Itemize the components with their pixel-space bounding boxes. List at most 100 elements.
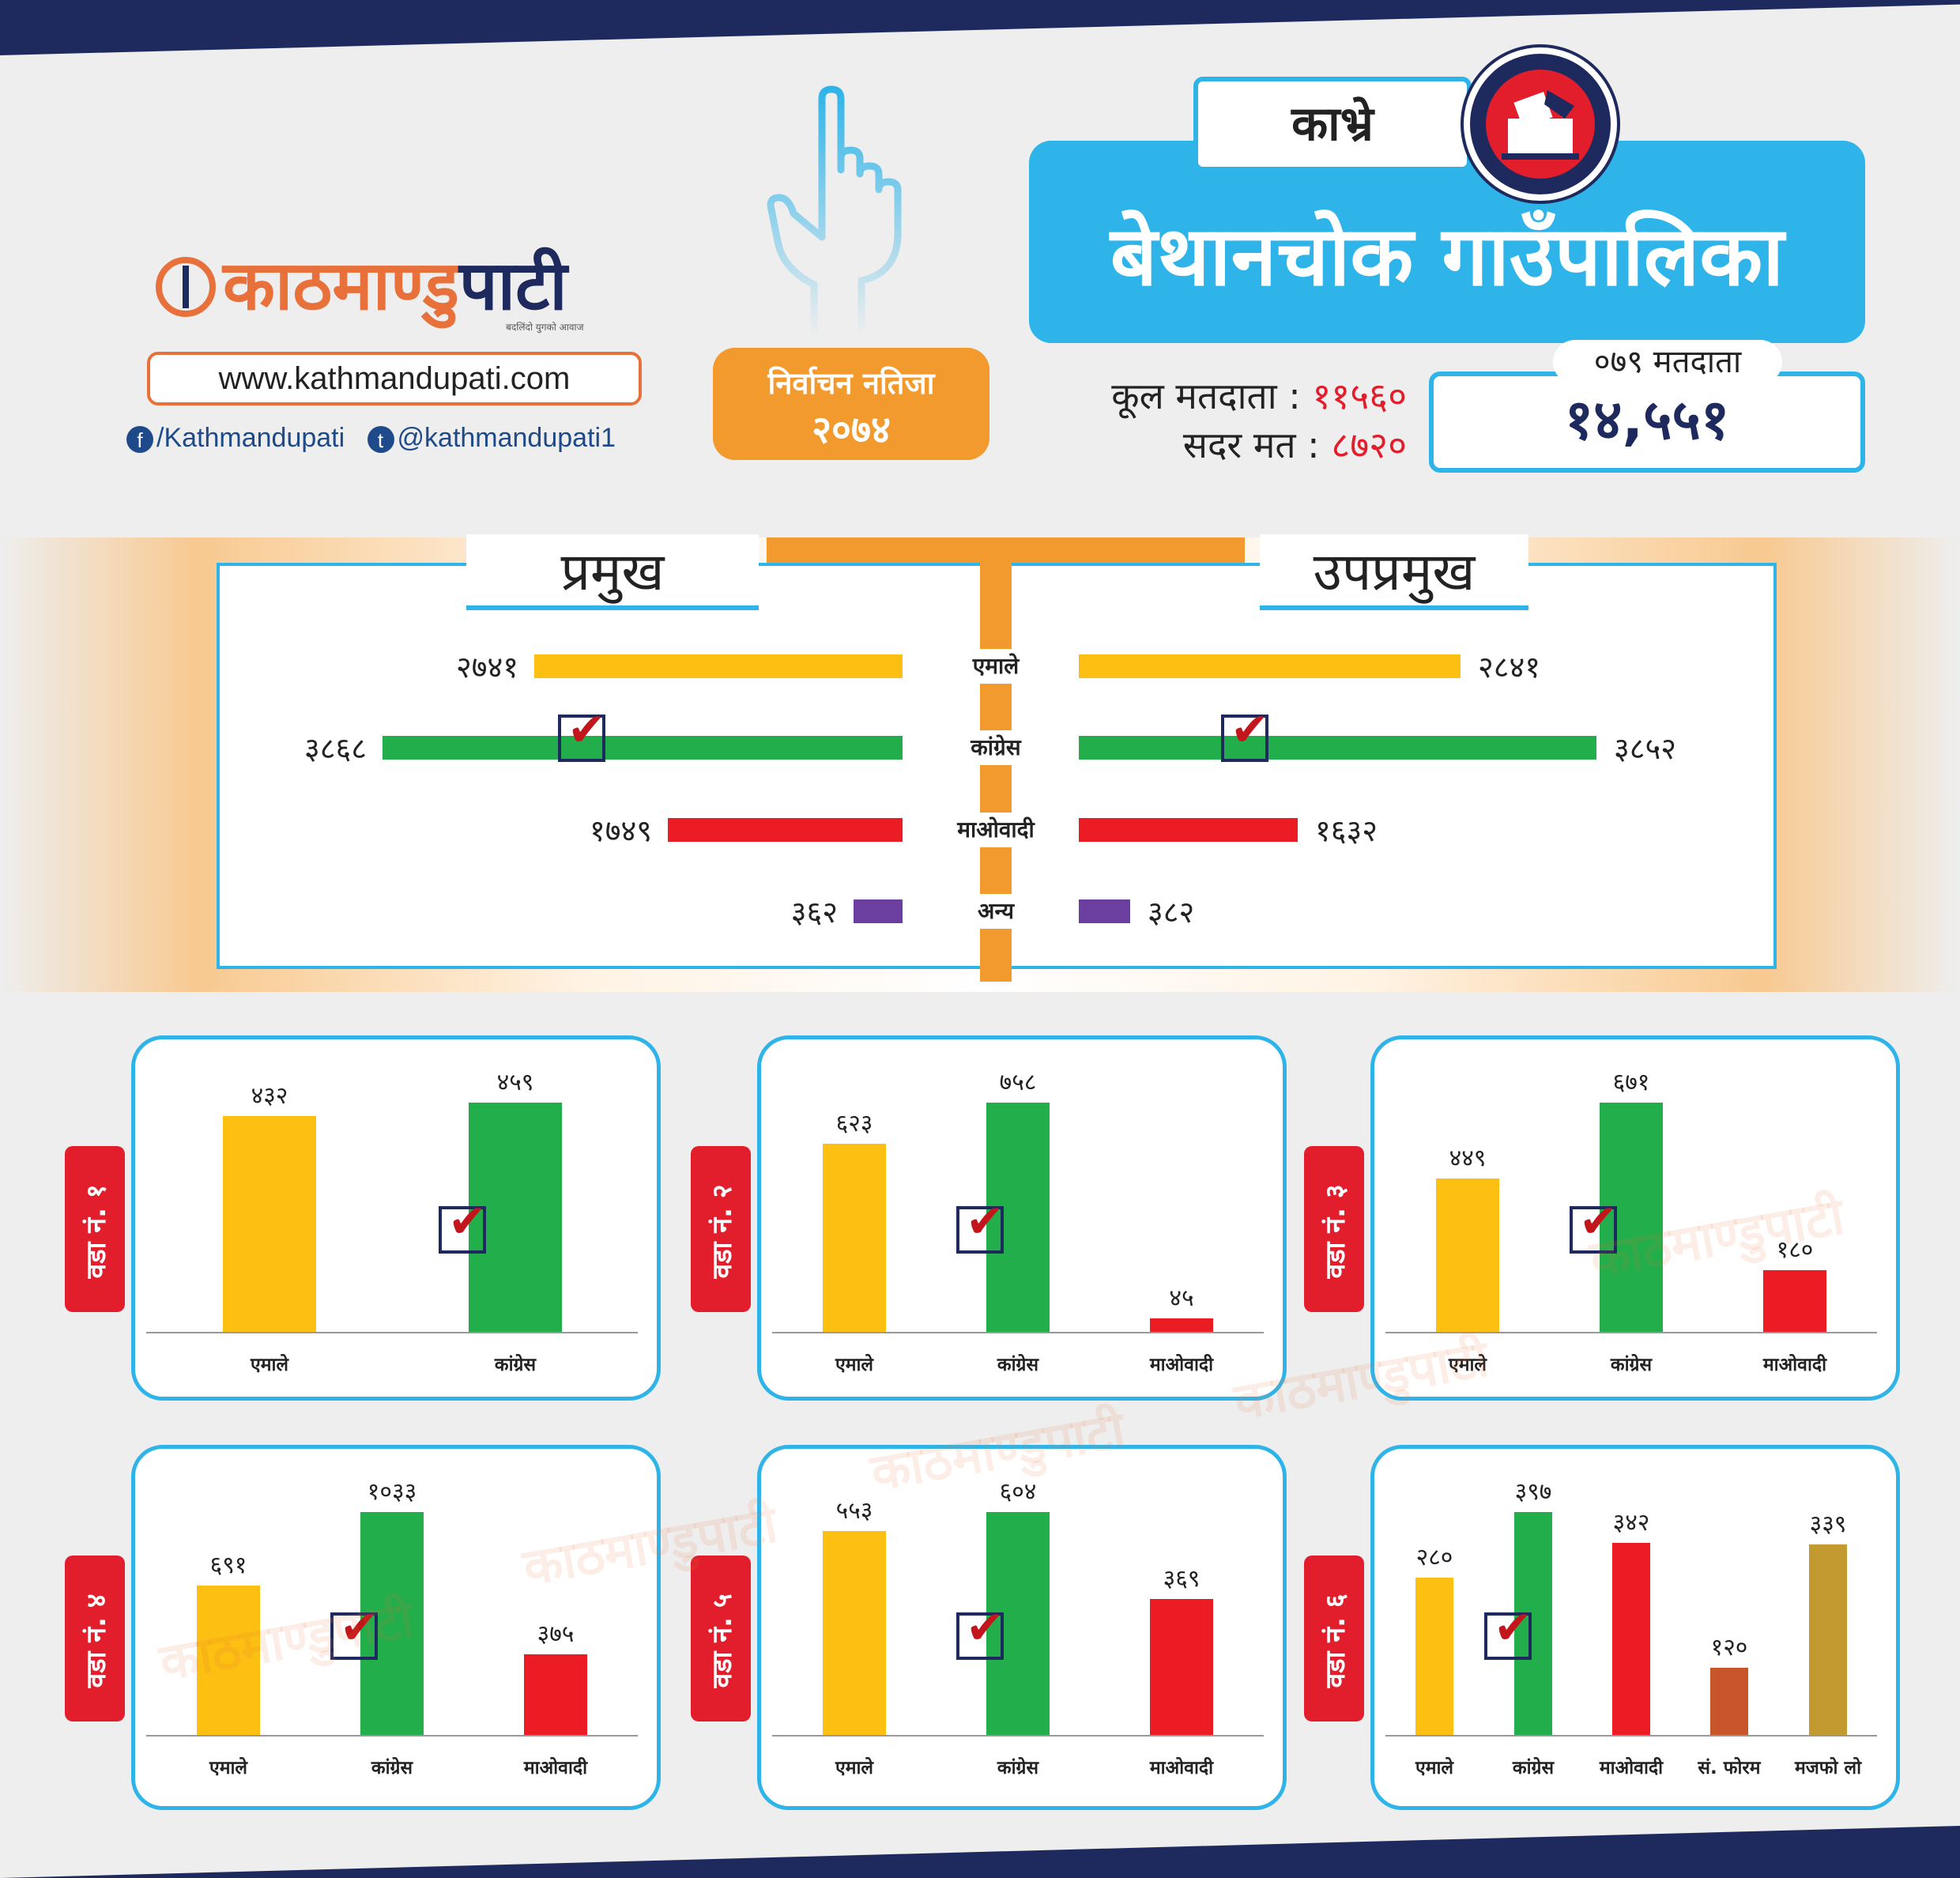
deputy-panel	[1008, 563, 1777, 969]
chief-bar	[668, 818, 903, 842]
website-url[interactable]: www.kathmandupati.com	[147, 352, 642, 405]
deputy-title-wrap: उपप्रमुख	[1260, 534, 1528, 610]
ward-bar	[823, 1144, 886, 1332]
brand-wordmark: काठमाण्डुपाटी	[223, 247, 567, 326]
ward-category-label: कांग्रेस	[997, 1355, 1039, 1375]
deputy-bar	[1079, 654, 1461, 678]
chief-bar	[534, 654, 903, 678]
ward-bar-value: ४५	[1169, 1284, 1194, 1312]
ward-chart-card: ५५३ एमाले ६०४ कांग्रेस ✔ ३६९ माओवादी	[757, 1445, 1287, 1810]
ward-bar-value: ४३२	[251, 1082, 288, 1110]
check-icon: ✔	[567, 703, 606, 756]
ward-category-label: एमाले	[1415, 1758, 1454, 1778]
ward-winner-check: ✔	[439, 1198, 487, 1254]
logo-mark-icon	[156, 257, 216, 317]
ward-category-label: सं. फोरम	[1698, 1758, 1761, 1778]
ward-bar	[986, 1103, 1050, 1332]
voter-stats: कूल मतदाता : ११५६० सदर मत : ८७२०	[1027, 371, 1407, 470]
ward-bar	[524, 1654, 587, 1735]
party-label: कांग्रेस	[933, 730, 1059, 765]
top-band	[0, 0, 1960, 55]
check-icon: ✔	[1231, 703, 1269, 756]
ward-x-axis	[146, 1332, 638, 1333]
facebook-icon[interactable]: f	[126, 426, 153, 454]
party-label: अन्य	[933, 894, 1059, 929]
ward-category-label: माओवादी	[523, 1758, 588, 1778]
municipality-banner	[1029, 141, 1865, 343]
check-icon: ✔	[340, 1601, 379, 1654]
ward-category-label: एमाले	[835, 1355, 874, 1375]
chief-bar-value: ३८६८	[303, 731, 367, 766]
ward-bar-value: ५५३	[835, 1497, 873, 1525]
ward-number-label: वडा नं. ४	[81, 1593, 112, 1688]
ward-bar-value: २८०	[1415, 1544, 1453, 1571]
facebook-handle[interactable]: /Kathmandupati	[156, 423, 345, 453]
deputy-bar	[1079, 818, 1298, 842]
ward-category-label: एमाले	[209, 1758, 248, 1778]
twitter-icon[interactable]: t	[367, 426, 394, 454]
ward-bar	[223, 1116, 316, 1332]
ward-bar	[1415, 1578, 1453, 1735]
ward-chart-card: ६२३ एमाले ७५८ कांग्रेस ✔ ४५ माओवादी	[757, 1035, 1287, 1401]
ward-number-tag: वडा नं. ६	[1304, 1556, 1364, 1722]
ward-bar-value: ३४२	[1612, 1509, 1650, 1537]
ward-bar-value: ६९१	[209, 1552, 247, 1579]
badge-line1: निर्वाचन नतिजा	[767, 366, 935, 401]
ward-bar-value: ६०४	[999, 1478, 1037, 1506]
ward-bar	[1150, 1318, 1213, 1332]
ward-number-label: वडा नं. २	[707, 1184, 738, 1279]
ward-number-label: वडा नं. ६	[1320, 1593, 1351, 1688]
brand-tagline: बदलिंदो युगको आवाज	[506, 322, 584, 333]
ward-x-axis	[772, 1332, 1264, 1333]
chief-title: प्रमुख	[466, 534, 759, 605]
ward-bar	[197, 1586, 260, 1735]
deputy-bar	[1079, 899, 1130, 923]
total-voters-label: कूल मतदाता :	[1111, 375, 1301, 417]
ward-category-label: माओवादी	[1762, 1355, 1827, 1375]
district-name: काभ्रे	[1193, 77, 1472, 172]
ward-winner-check: ✔	[330, 1605, 379, 1660]
party-label: एमाले	[933, 649, 1059, 684]
chief-bar-value: १७४९	[589, 813, 652, 848]
deputy-bar-value: ३८५२	[1614, 731, 1677, 766]
ward-number-tag: वडा नं. ३	[1304, 1146, 1364, 1312]
voters-079-value: १४,५५१	[1564, 387, 1730, 452]
ballot-box-icon	[1464, 47, 1617, 201]
deputy-bar	[1079, 736, 1596, 760]
ward-bar	[1436, 1178, 1499, 1332]
ward-bar	[360, 1512, 424, 1735]
ward-bar-value: ३९७	[1514, 1478, 1552, 1506]
ward-number-label: वडा नं. ५	[707, 1593, 738, 1688]
chief-title-wrap: प्रमुख	[466, 534, 759, 610]
ward-winner-check: ✔	[1484, 1605, 1532, 1660]
ward-bar-value: ७५८	[999, 1069, 1037, 1096]
chief-winner-check: ✔	[558, 707, 606, 762]
ward-category-label: कांग्रेस	[494, 1355, 537, 1375]
ward-bar	[1809, 1544, 1847, 1735]
ward-number-tag: वडा नं. ४	[65, 1556, 125, 1722]
valid-votes-value: ८७२०	[1331, 424, 1407, 466]
voters-079-label: ०७९ मतदाता	[1553, 340, 1782, 384]
ward-bar-value: ३३९	[1809, 1510, 1847, 1538]
ward-bar-value: १०३३	[367, 1478, 417, 1506]
ward-winner-check: ✔	[956, 1198, 1004, 1254]
ward-category-label: एमाले	[1448, 1355, 1487, 1375]
check-icon: ✔	[448, 1194, 487, 1248]
deputy-title: उपप्रमुख	[1260, 534, 1528, 605]
check-icon: ✔	[966, 1601, 1004, 1654]
ward-bar-value: ३६९	[1163, 1565, 1200, 1593]
ward-bar	[986, 1512, 1050, 1735]
social-links: f/Kathmandupati t @kathmandupati1	[126, 423, 616, 454]
check-icon: ✔	[966, 1194, 1004, 1248]
ward-bar	[1600, 1103, 1663, 1332]
ward-bar-value: ४५९	[496, 1069, 534, 1096]
election-result-badge: निर्वाचन नतिजा २०७४	[713, 348, 989, 460]
ward-category-label: माओवादी	[1149, 1355, 1214, 1375]
ward-bar	[1763, 1270, 1826, 1332]
brand-logo: काठमाण्डुपाटी	[150, 237, 632, 332]
twitter-handle[interactable]: @kathmandupati1	[397, 423, 616, 453]
valid-votes-label: सदर मत :	[1182, 424, 1320, 466]
ward-bar	[1612, 1543, 1650, 1735]
bottom-band	[0, 1826, 1960, 1878]
ward-category-label: कांग्रेस	[997, 1758, 1039, 1778]
